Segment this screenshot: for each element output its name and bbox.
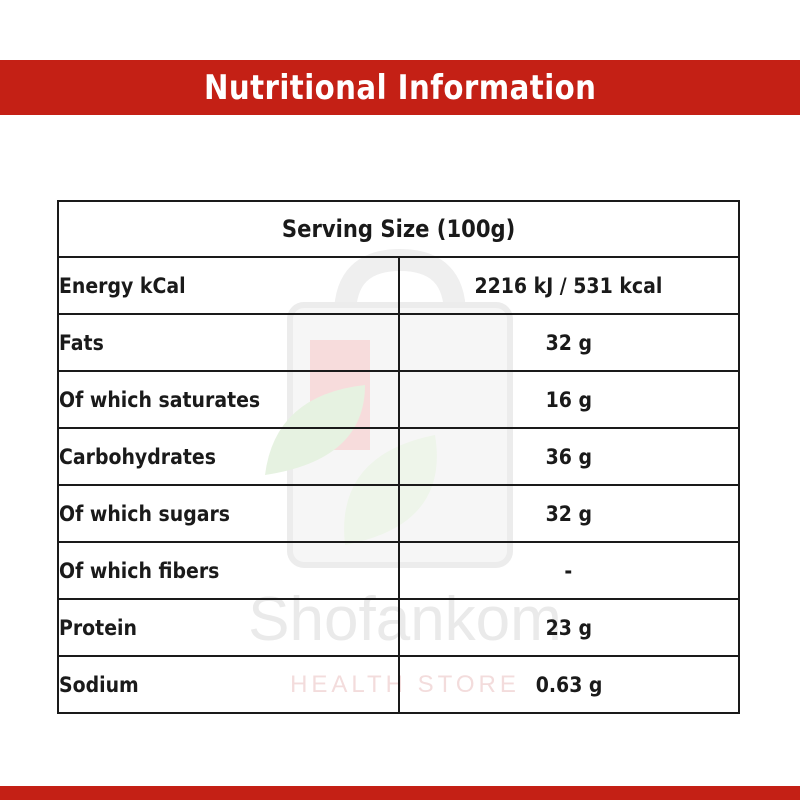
row-label: Carbohydrates (57, 427, 400, 486)
page-title: Nutritional Information (203, 67, 597, 108)
row-label: Energy kCal (57, 256, 400, 315)
row-value: 23 g (397, 598, 740, 657)
row-value: 0.63 g (397, 655, 740, 714)
table-row: Protein 23 g (57, 598, 740, 657)
nutrition-table: Serving Size (100g) Energy kCal 2216 kJ … (57, 200, 740, 714)
row-label: Sodium (57, 655, 400, 714)
row-value: 16 g (397, 370, 740, 429)
serving-size-header: Serving Size (100g) (57, 200, 740, 258)
row-value: - (397, 541, 740, 600)
row-label: Protein (57, 598, 400, 657)
row-value: 32 g (397, 484, 740, 543)
table-row: Of which fibers - (57, 541, 740, 600)
serving-size-label: Serving Size (100g) (281, 215, 516, 243)
table-row: Carbohydrates 36 g (57, 427, 740, 486)
table-row: Of which sugars 32 g (57, 484, 740, 543)
nutrition-table-container: Serving Size (100g) Energy kCal 2216 kJ … (57, 200, 740, 714)
table-row: Sodium 0.63 g (57, 655, 740, 714)
bottom-bar (0, 786, 800, 800)
serving-size-row: Serving Size (100g) (57, 200, 740, 258)
row-label: Of which fibers (57, 541, 400, 600)
row-label: Of which sugars (57, 484, 400, 543)
table-row: Energy kCal 2216 kJ / 531 kcal (57, 256, 740, 315)
title-banner: Nutritional Information (0, 60, 800, 115)
row-value: 36 g (397, 427, 740, 486)
row-value: 32 g (397, 313, 740, 372)
row-label: Fats (57, 313, 400, 372)
row-value: 2216 kJ / 531 kcal (397, 256, 740, 315)
table-row: Of which saturates 16 g (57, 370, 740, 429)
row-label: Of which saturates (57, 370, 400, 429)
table-row: Fats 32 g (57, 313, 740, 372)
